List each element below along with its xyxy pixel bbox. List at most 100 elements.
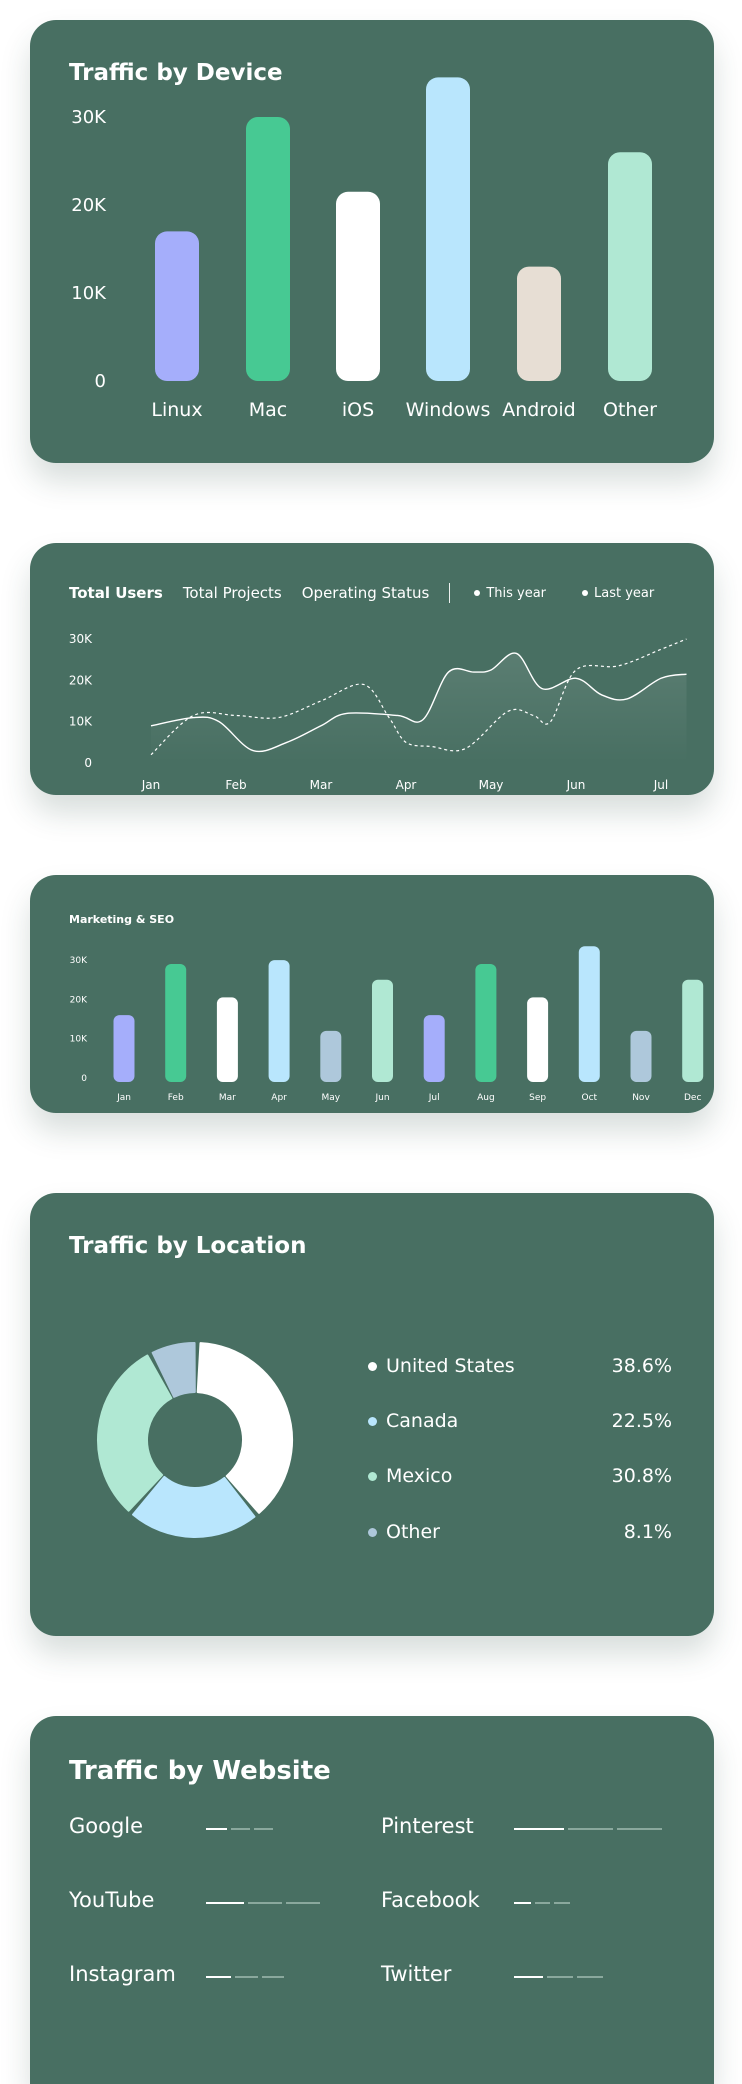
users-ytick-label: 30K (69, 632, 93, 646)
users-xtick-label: Jun (566, 778, 586, 792)
this-year-dot-icon (474, 590, 481, 596)
device-ytick-label: 0 (95, 371, 106, 392)
users-xtick-label: Jan (141, 778, 161, 792)
device-bar-android (517, 266, 561, 381)
location-percent: 38.6% (611, 1355, 672, 1377)
traffic-by-device-card: Traffic by Device 0 10K 20K 30K Linux Mac iOS W… (30, 20, 714, 463)
location-row-mexico: Mexico 30.8% (368, 1465, 672, 1487)
website-bar-segment (231, 1828, 250, 1830)
seo-ytick-label: 0 (81, 1074, 87, 1084)
location-name: Other (386, 1521, 440, 1543)
users-ytick-label: 10K (69, 715, 93, 729)
location-donut-chart (97, 1342, 293, 1538)
website-card-title: Traffic by Website (69, 1756, 331, 1786)
seo-xtick-label: Jan (116, 1093, 131, 1103)
website-bar-segment (206, 1976, 231, 1978)
legend-this-year: This year (474, 586, 546, 601)
device-xtick-label: iOS (342, 399, 374, 421)
website-bar-segment (206, 1902, 244, 1904)
device-ytick-label: 30K (71, 107, 107, 128)
users-xtick-label: Jul (653, 778, 668, 792)
seo-bar-may (320, 1030, 342, 1082)
location-name: United States (386, 1355, 515, 1377)
website-label-twitter: Twitter (381, 1962, 452, 1986)
device-bar-other (608, 152, 652, 381)
legend-dot-icon (368, 1471, 377, 1481)
seo-ytick-label: 10K (70, 1035, 88, 1045)
device-card-title: Traffic by Device (69, 60, 283, 86)
website-bar-pinterest (514, 1828, 666, 1830)
device-bar-windows (426, 77, 470, 382)
this-year-line (150, 652, 687, 753)
users-ytick-label: 0 (84, 756, 92, 770)
users-xtick-label: Feb (225, 778, 246, 792)
tab-total-projects[interactable]: Total Projects (182, 584, 282, 602)
tab-total-users[interactable]: Total Users (69, 584, 163, 602)
location-row-united-states: United States 38.6% (368, 1355, 672, 1377)
seo-bar-mar (216, 997, 238, 1082)
tab-operating-status[interactable]: Operating Status (301, 584, 430, 602)
legend-last-year-label: Last year (594, 585, 655, 601)
seo-xtick-label: May (321, 1093, 340, 1103)
seo-xtick-label: Oct (582, 1093, 598, 1103)
location-percent: 22.5% (611, 1410, 672, 1432)
marketing-seo-card: Marketing & SEO 0 10K 20K 30K Jan Feb Mar Apr Ma… (30, 875, 714, 1113)
seo-xtick-label: Jun (374, 1093, 389, 1103)
donut-slice-canada (132, 1475, 256, 1538)
seo-xtick-label: Apr (271, 1093, 287, 1103)
website-bar-segment (554, 1902, 570, 1904)
device-ytick-label: 10K (71, 283, 107, 304)
website-bar-segment (286, 1902, 321, 1904)
website-label-instagram: Instagram (69, 1962, 176, 1986)
seo-ytick-label: 20K (70, 995, 88, 1005)
device-xtick-label: Android (502, 399, 575, 421)
location-row-other: Other 8.1% (368, 1521, 672, 1543)
total-users-card: Total Users Total Projects Operating Sta… (30, 543, 714, 795)
location-name: Mexico (386, 1465, 453, 1487)
website-bar-segment (514, 1902, 531, 1904)
seo-xtick-label: Sep (529, 1093, 546, 1103)
traffic-by-location-card: Traffic by Location United States 38.6% Ca… (30, 1193, 714, 1636)
device-xtick-label: Linux (151, 399, 202, 421)
location-card-title: Traffic by Location (69, 1233, 307, 1259)
users-ytick-label: 20K (69, 673, 93, 687)
seo-card-title: Marketing & SEO (69, 913, 175, 926)
seo-xtick-label: Feb (168, 1093, 184, 1103)
website-bar-segment (535, 1902, 551, 1904)
website-bar-google (206, 1828, 277, 1830)
website-bar-segment (248, 1902, 283, 1904)
device-bar-mac (246, 117, 290, 381)
website-bar-segment (514, 1976, 543, 1978)
location-row-canada: Canada 22.5% (368, 1410, 672, 1432)
users-xtick-label: May (479, 778, 504, 792)
traffic-by-website-card: Traffic by Website Google YouTube Instagra… (30, 1716, 714, 2084)
website-bar-segment (577, 1976, 604, 1978)
website-bar-twitter (514, 1976, 607, 1978)
legend-dot-icon (368, 1416, 377, 1426)
website-bar-facebook (514, 1902, 574, 1904)
donut-slice-united-states (196, 1342, 293, 1514)
device-xtick-label: Mac (249, 399, 287, 421)
legend-last-year: Last year (582, 586, 654, 601)
website-bar-segment (617, 1828, 662, 1830)
website-bar-segment (568, 1828, 613, 1830)
website-bar-segment (514, 1828, 564, 1830)
seo-bar-jul (423, 1015, 445, 1082)
device-bar-chart: 0 10K 20K 30K Linux Mac iOS Windows Android Other (71, 77, 657, 421)
location-percent: 30.8% (611, 1465, 672, 1487)
device-bar-ios (336, 191, 380, 381)
website-bar-segment (261, 1976, 284, 1978)
website-bar-segment (235, 1976, 258, 1978)
seo-xtick-label: Jul (428, 1093, 440, 1103)
device-bar-linux (155, 231, 199, 381)
device-xtick-label: Windows (406, 399, 491, 421)
tabs-divider (449, 583, 451, 603)
website-label-facebook: Facebook (381, 1888, 480, 1912)
device-ytick-label: 20K (71, 195, 107, 216)
website-bar-segment (206, 1828, 227, 1830)
donut-slice-other (151, 1342, 196, 1398)
seo-bar-dec (682, 979, 704, 1082)
seo-bar-feb (165, 964, 187, 1082)
legend-this-year-label: This year (486, 585, 547, 601)
location-percent: 8.1% (623, 1521, 672, 1543)
